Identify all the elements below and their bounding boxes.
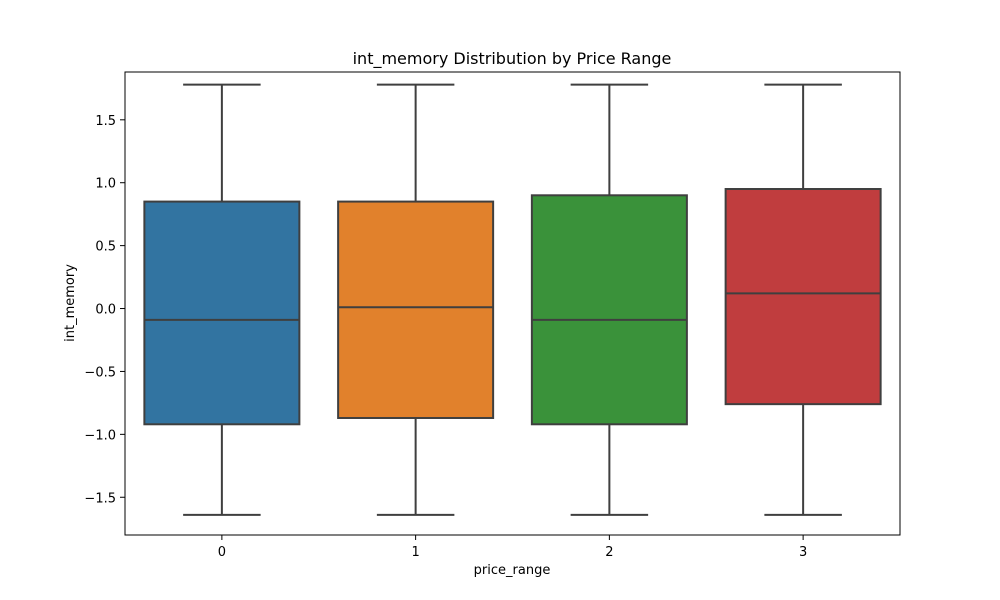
y-tick-label: 1.0 [95, 177, 116, 192]
box-iqr [337, 200, 495, 419]
y-tick-label: 1.5 [95, 114, 116, 129]
x-tick-label: 3 [799, 545, 807, 560]
box-iqr [143, 200, 301, 426]
plot-frame [124, 71, 901, 536]
x-axis: 0 1 2 3 [218, 535, 807, 560]
x-tick-label: 1 [411, 545, 419, 560]
y-axis: −1.5 −1.0 −0.5 0.0 0.5 1.0 1.5 [84, 114, 125, 506]
box-iqr [724, 188, 882, 406]
box-group-3 [724, 83, 882, 516]
box-group-1 [337, 83, 495, 516]
x-tick-label: 0 [218, 545, 226, 560]
y-tick-label: −1.5 [84, 491, 116, 506]
y-tick-label: 0.5 [95, 240, 116, 255]
box-iqr [530, 194, 688, 426]
box-group-2 [530, 83, 688, 516]
y-tick-label: −1.0 [84, 428, 116, 443]
y-tick-label: 0.0 [95, 303, 116, 318]
x-axis-label: price_range [474, 563, 551, 578]
y-tick-label: −0.5 [84, 365, 116, 380]
box-group-0 [143, 83, 301, 516]
x-tick-label: 2 [605, 545, 613, 560]
y-axis-label: int_memory [63, 264, 78, 342]
plot-area [143, 83, 882, 516]
chart-title: int_memory Distribution by Price Range [353, 49, 672, 69]
